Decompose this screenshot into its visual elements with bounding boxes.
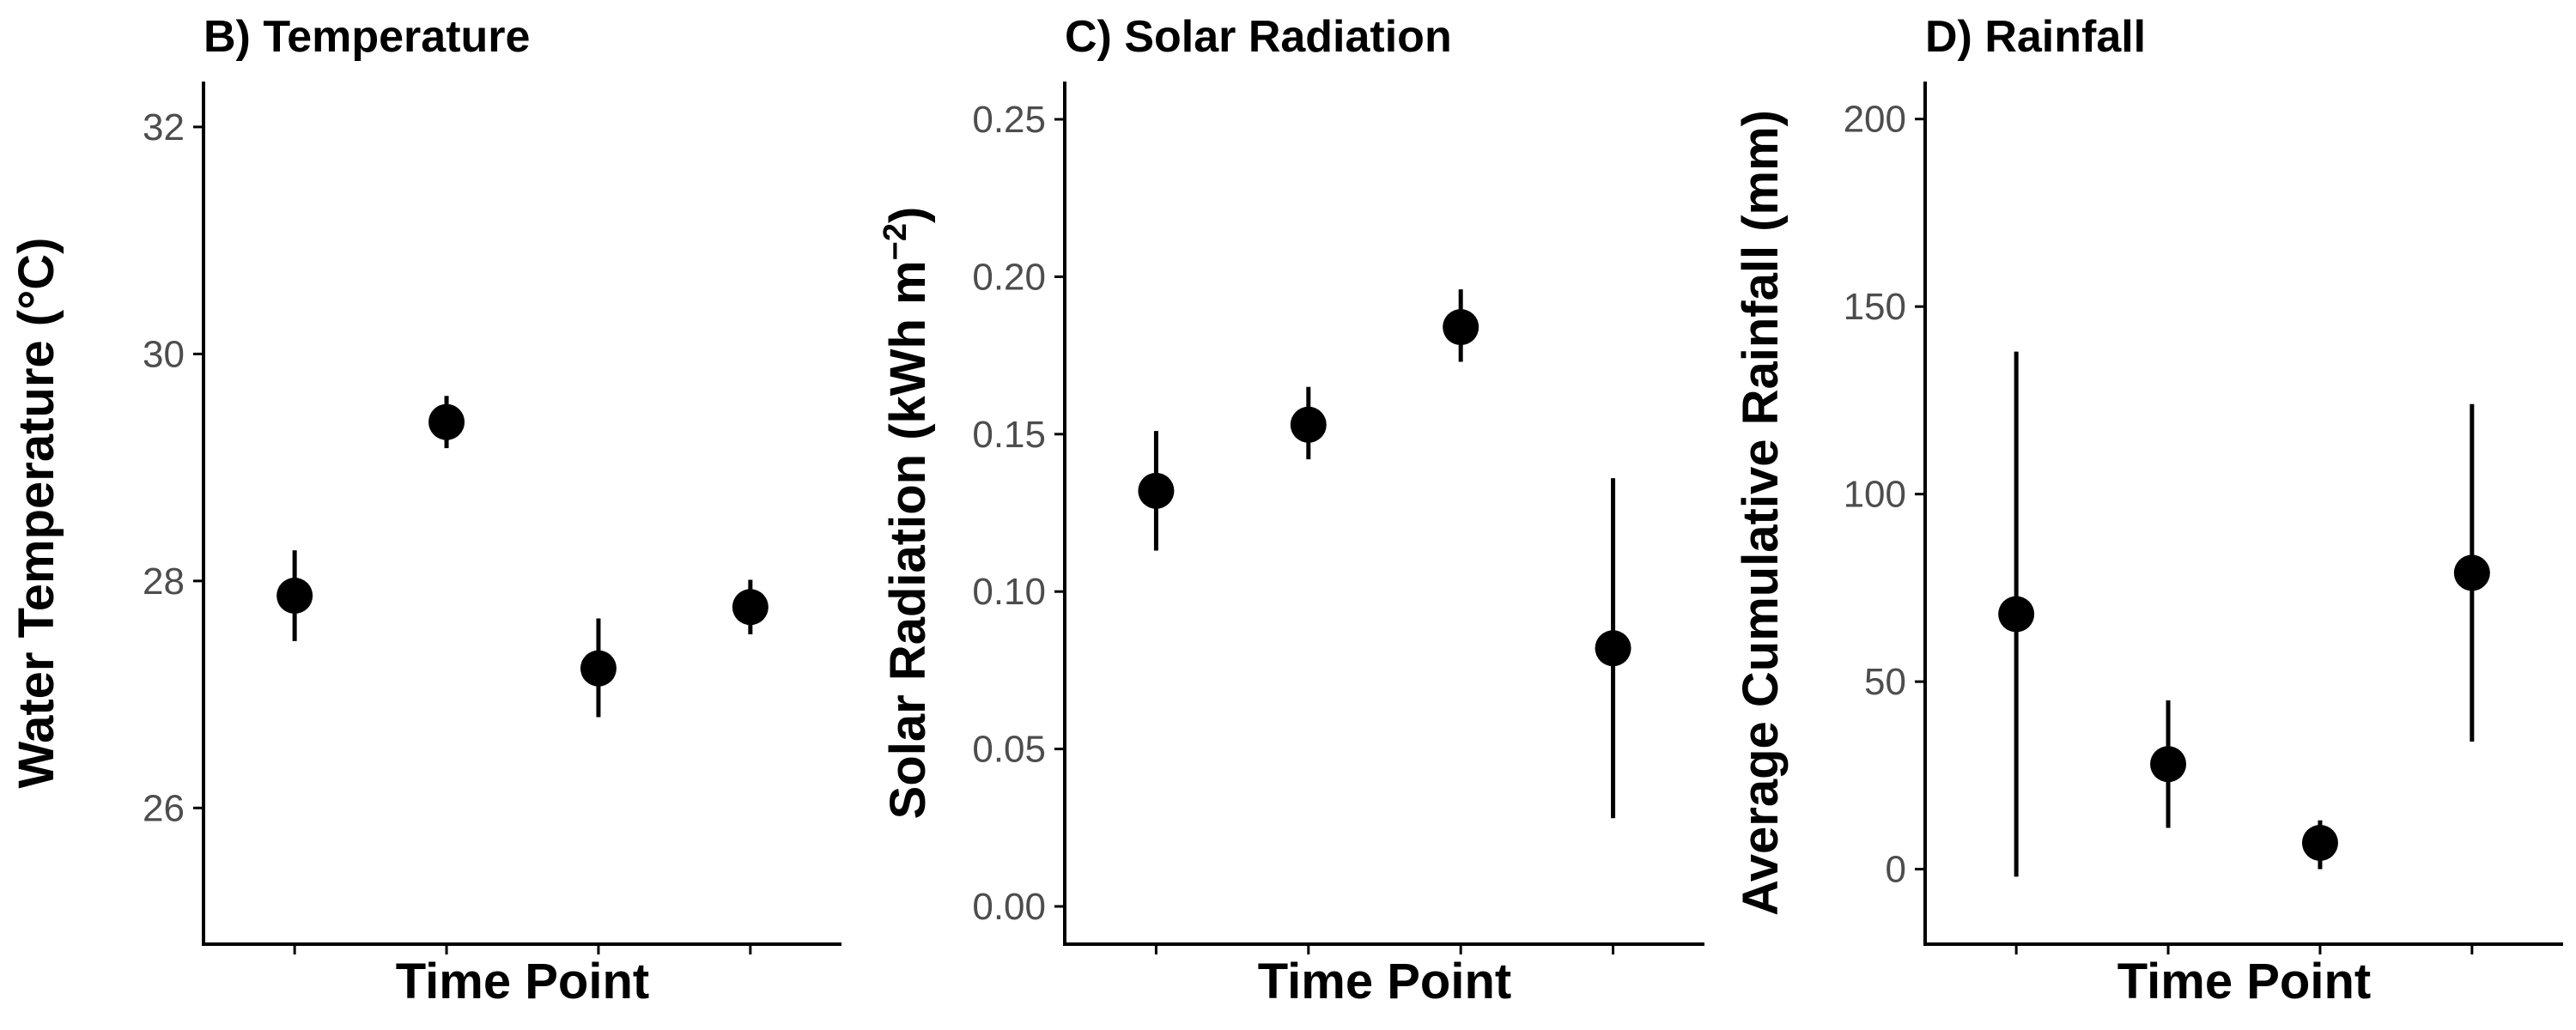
data-point	[2150, 746, 2187, 783]
y-tick-label: 200	[1844, 99, 1906, 141]
y-tick-label: 0	[1886, 849, 1906, 891]
data-point	[1290, 406, 1327, 443]
chart-panel-1: B) Temperature 26 28 30 32 Time Point Water Te…	[9, 12, 841, 1009]
y-tick-label: 0.00	[972, 886, 1046, 928]
y-tick-label: 150	[1844, 286, 1906, 328]
y-axis-title: Average Cumulative Rainfall (mm)	[1733, 110, 1789, 916]
data-point	[2301, 825, 2338, 862]
y-tick-label: 32	[143, 106, 185, 148]
y-axis-title-text: Solar Radiation (kWh m	[880, 260, 936, 819]
data-point	[1443, 309, 1479, 346]
x-axis-title: Time Point	[2117, 954, 2371, 1009]
x-axis-title: Time Point	[396, 954, 649, 1009]
chart-panel-3: D) Rainfall 0 50 100 150 200 Time Point Average…	[1733, 12, 2563, 1009]
y-tick-label: 100	[1844, 474, 1906, 516]
data-point	[1595, 630, 1631, 667]
y-axis-title-superscript: −2	[878, 223, 914, 260]
y-tick-label: 0.20	[972, 256, 1046, 298]
y-axis-title: Solar Radiation (kWh m−2)	[878, 207, 936, 820]
y-axis-title-text-end: )	[880, 207, 936, 223]
y-tick-label: 28	[143, 560, 185, 603]
y-tick-label: 0.15	[972, 414, 1046, 456]
panel-title: D) Rainfall	[1925, 12, 2146, 62]
data-point	[732, 589, 769, 626]
x-axis-title: Time Point	[1258, 954, 1511, 1009]
data-point	[1998, 596, 2035, 633]
y-axis-title: Water Temperature (°C)	[9, 238, 64, 789]
data-point	[2453, 554, 2490, 591]
data-point	[428, 403, 465, 440]
y-tick-label: 0.05	[972, 729, 1046, 771]
y-tick-label: 0.25	[972, 99, 1046, 141]
y-tick-label: 50	[1864, 661, 1906, 703]
data-point	[1138, 472, 1175, 509]
data-point	[580, 650, 617, 687]
y-tick-label: 30	[143, 333, 185, 375]
panel-title: B) Temperature	[204, 12, 530, 62]
chart-panel-2: C) Solar Radiation 0.00 0.05 0.10 0.15 0.20 0.…	[878, 12, 1704, 1009]
y-tick-label: 26	[143, 787, 185, 829]
data-point	[276, 578, 313, 615]
y-tick-label: 0.10	[972, 571, 1046, 613]
panel-title: C) Solar Radiation	[1065, 12, 1452, 62]
